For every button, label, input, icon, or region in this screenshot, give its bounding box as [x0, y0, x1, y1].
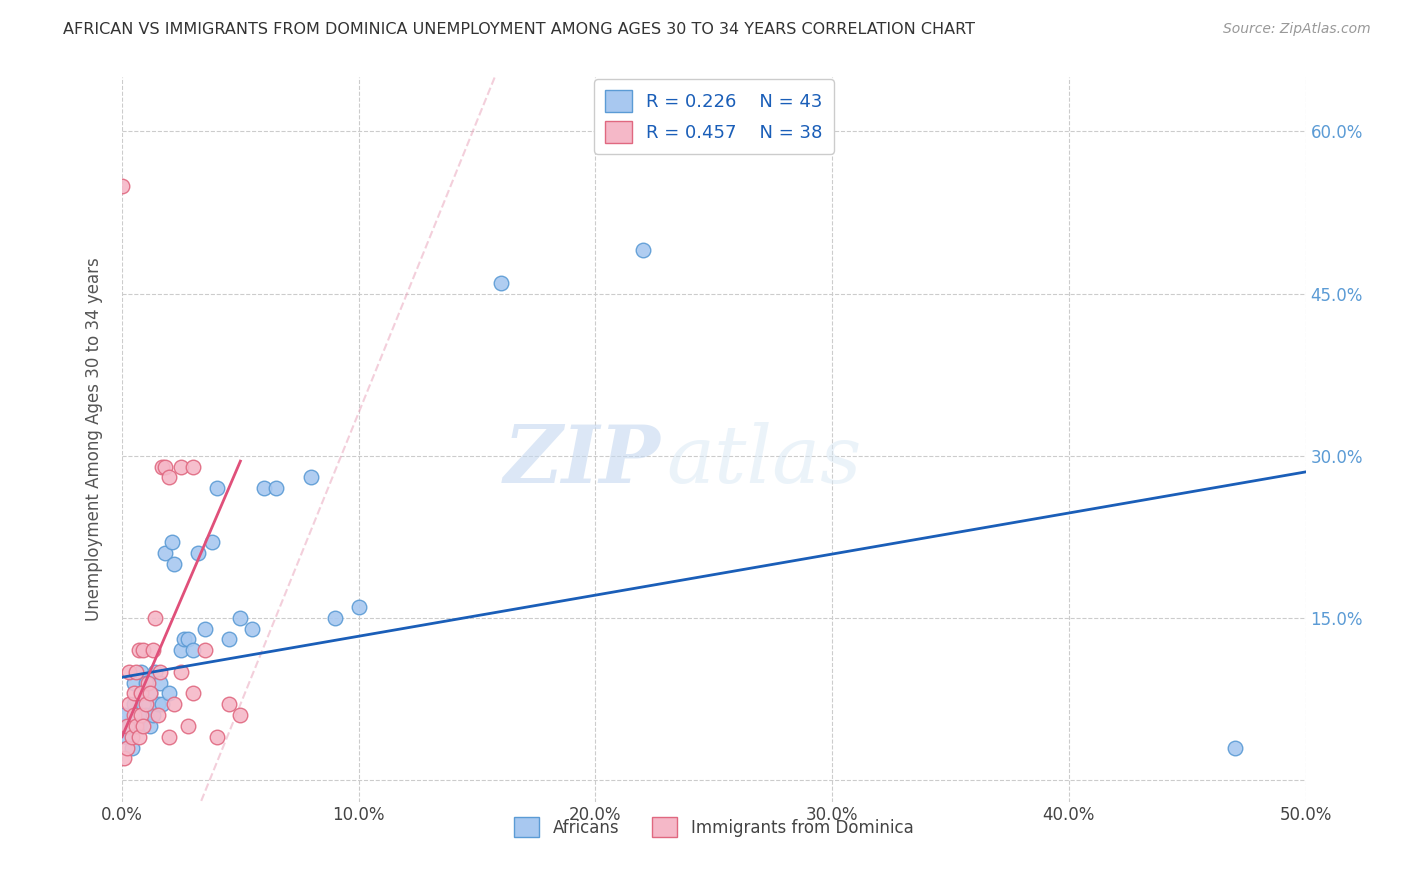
Point [132, 698, 155, 712]
Point [229, 708, 252, 723]
Point [170, 665, 193, 679]
Point [170, 459, 193, 474]
Point [129, 708, 152, 723]
Point [125, 708, 148, 723]
Point [121, 740, 143, 755]
Point [139, 719, 162, 733]
Point [142, 708, 165, 723]
Point [139, 686, 162, 700]
Point [135, 675, 157, 690]
Point [112, 708, 135, 723]
Point [153, 459, 176, 474]
Point [122, 698, 145, 712]
Y-axis label: Unemployment Among Ages 30 to 34 years: Unemployment Among Ages 30 to 34 years [86, 258, 103, 622]
Point [111, 178, 134, 193]
Point [118, 719, 141, 733]
Point [253, 481, 276, 495]
Text: ZIP: ZIP [503, 423, 661, 500]
Point [264, 481, 287, 495]
Point [136, 675, 159, 690]
Point [132, 719, 155, 733]
Point [143, 611, 166, 625]
Text: atlas: atlas [666, 423, 862, 500]
Point [631, 244, 654, 258]
Point [125, 719, 148, 733]
Point [112, 751, 135, 765]
Point [149, 665, 172, 679]
Point [1223, 740, 1246, 755]
Point [229, 611, 252, 625]
Point [299, 470, 322, 484]
Point [122, 708, 145, 723]
Point [150, 459, 173, 474]
Point [160, 535, 183, 549]
Point [163, 698, 186, 712]
Point [187, 546, 209, 560]
Legend: Africans, Immigrants from Dominica: Africans, Immigrants from Dominica [508, 810, 920, 844]
Point [142, 643, 165, 657]
Point [121, 730, 143, 744]
Point [194, 622, 217, 636]
Point [240, 622, 263, 636]
Point [194, 643, 217, 657]
Point [128, 719, 150, 733]
Point [129, 665, 152, 679]
Point [125, 665, 148, 679]
Point [173, 632, 195, 647]
Point [128, 730, 150, 744]
Point [181, 686, 204, 700]
Point [129, 686, 152, 700]
Point [115, 719, 138, 733]
Point [128, 643, 150, 657]
Point [323, 611, 346, 625]
Point [143, 665, 166, 679]
Point [129, 686, 152, 700]
Point [157, 470, 180, 484]
Point [118, 698, 141, 712]
Point [177, 719, 200, 733]
Point [122, 686, 145, 700]
Point [177, 632, 200, 647]
Point [157, 686, 180, 700]
Point [149, 675, 172, 690]
Point [157, 730, 180, 744]
Point [115, 730, 138, 744]
Point [132, 643, 155, 657]
Point [181, 643, 204, 657]
Point [201, 535, 224, 549]
Point [205, 730, 228, 744]
Text: Source: ZipAtlas.com: Source: ZipAtlas.com [1223, 22, 1371, 37]
Point [205, 481, 228, 495]
Point [218, 632, 240, 647]
Point [139, 686, 162, 700]
Point [347, 600, 370, 615]
Point [118, 665, 141, 679]
Point [146, 708, 169, 723]
Point [153, 546, 176, 560]
Point [218, 698, 240, 712]
Point [135, 698, 157, 712]
Point [146, 698, 169, 712]
Point [181, 459, 204, 474]
Point [170, 643, 193, 657]
Point [150, 698, 173, 712]
Point [163, 557, 186, 571]
Point [122, 675, 145, 690]
Text: AFRICAN VS IMMIGRANTS FROM DOMINICA UNEMPLOYMENT AMONG AGES 30 TO 34 YEARS CORRE: AFRICAN VS IMMIGRANTS FROM DOMINICA UNEM… [63, 22, 976, 37]
Point [135, 708, 157, 723]
Point [489, 276, 512, 290]
Point [115, 740, 138, 755]
